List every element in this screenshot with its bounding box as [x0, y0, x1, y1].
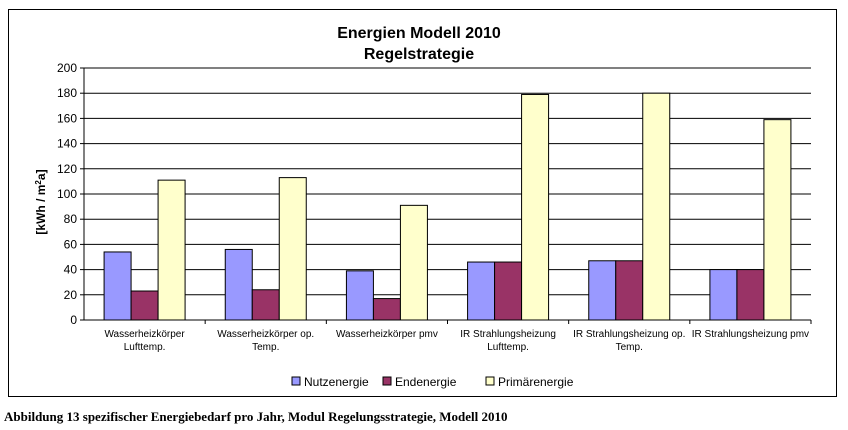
bar-primärenergie: [278, 177, 307, 321]
plot-area: 0 20 40 60 80 100 120 140 160 180 200 Wasserheizkör…: [57, 61, 812, 353]
x-tick-label: IR Strahlungsheizung pmv: [692, 329, 809, 340]
x-tick-label: IR Strahlungsheizung: [460, 329, 556, 340]
legend-swatch: [485, 376, 495, 386]
bar-nutzenergie: [103, 251, 132, 321]
bar-endenergie: [372, 298, 401, 321]
figure-caption: Abbildung 13 spezifischer Energiebedarf …: [4, 409, 508, 424]
x-tick-label: Wasserheizkörper op.: [217, 329, 314, 340]
y-tick-label: 80: [64, 212, 78, 226]
y-tick-label: 40: [64, 263, 78, 277]
x-tick-label: Temp.: [252, 342, 279, 353]
y-tick-label: 0: [70, 313, 77, 327]
y-tick-label: 180: [57, 86, 77, 100]
x-tick-label: Temp.: [616, 342, 643, 353]
chart-title: Energien Modell 2010: [337, 25, 501, 42]
bar-nutzenergie: [467, 261, 496, 321]
y-tick-label: 60: [64, 237, 78, 251]
chart-subtitle: Regelstrategie: [364, 46, 474, 63]
legend-label: Nutzenergie: [304, 375, 369, 389]
bar-endenergie: [615, 260, 644, 321]
y-axis-label: [kWh / m2a]: [34, 169, 49, 234]
y-tick-label: 140: [57, 137, 77, 151]
y-tick-label: 160: [57, 111, 77, 125]
bar-primärenergie: [642, 92, 671, 321]
bar-nutzenergie: [709, 269, 738, 321]
y-tick-label: 20: [64, 288, 78, 302]
x-tick-label: IR Strahlungsheizung op.: [573, 329, 685, 340]
bar-endenergie: [494, 261, 523, 321]
x-tick-label: Wasserheizkörper pmv: [336, 329, 438, 340]
legend-label: Primärenergie: [498, 375, 574, 389]
x-tick-label: Wasserheizkörper: [104, 329, 185, 340]
bar-endenergie: [736, 269, 765, 321]
legend-label: Endenergie: [395, 375, 457, 389]
x-tick-label: Lufttemp.: [124, 342, 166, 353]
legend-swatch: [382, 376, 392, 386]
bar-nutzenergie: [588, 260, 617, 321]
legend: Nutzenergie Endenergie Primärenergie: [291, 375, 574, 389]
x-tick-label: Lufttemp.: [487, 342, 529, 353]
y-tick-label: 200: [57, 61, 77, 75]
bar-primärenergie: [157, 179, 186, 321]
bar-primärenergie: [521, 93, 550, 321]
chart-frame: Energien Modell 2010 Regelstrategie [kWh…: [8, 9, 837, 397]
bar-nutzenergie: [345, 270, 374, 321]
chart-svg: Energien Modell 2010 Regelstrategie [kWh…: [34, 25, 812, 389]
y-tick-label: 120: [57, 162, 77, 176]
bar-endenergie: [130, 290, 159, 321]
bar-primärenergie: [399, 204, 428, 321]
bar-nutzenergie: [224, 248, 253, 321]
legend-swatch: [291, 376, 301, 386]
bar-endenergie: [251, 289, 280, 321]
y-tick-label: 100: [57, 187, 77, 201]
bar-primärenergie: [763, 119, 792, 321]
